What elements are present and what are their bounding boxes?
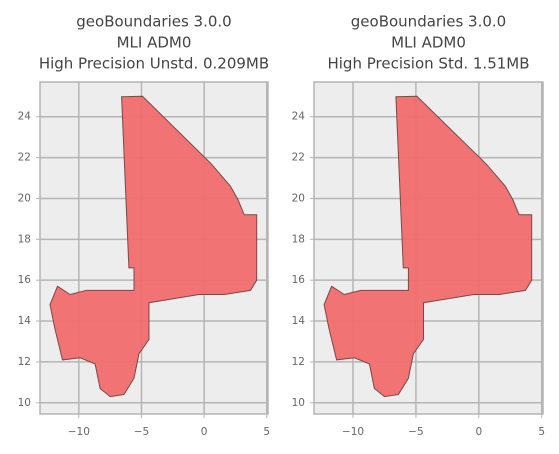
country-shape — [323, 95, 533, 398]
y-tick-label: 12 — [18, 356, 31, 368]
chart-title: High Precision Std. 1.51MB — [327, 55, 529, 73]
y-tick-label: 20 — [18, 192, 31, 204]
x-tick-label: 0 — [475, 426, 482, 438]
y-tick-label: 22 — [292, 152, 305, 164]
x-tick-label: −10 — [342, 426, 364, 438]
chart-title: geoBoundaries 3.0.0 — [351, 13, 506, 31]
x-tick-label: 0 — [201, 426, 208, 438]
x-tick-label: 5 — [538, 426, 545, 438]
y-tick-label: 10 — [18, 397, 31, 409]
y-tick-label: 18 — [292, 233, 305, 245]
chart-title: geoBoundaries 3.0.0 — [76, 13, 231, 31]
y-tick-label: 14 — [18, 315, 32, 327]
chart-title: MLI ADM0 — [117, 34, 192, 52]
y-tick-label: 16 — [292, 274, 306, 286]
y-tick-label: 10 — [292, 397, 305, 409]
chart-title: High Precision Unstd. 0.209MB — [39, 55, 269, 73]
x-tick-label: −5 — [134, 426, 149, 438]
y-tick-label: 12 — [292, 356, 305, 368]
y-tick-label: 20 — [292, 192, 305, 204]
x-tick-label: −5 — [408, 426, 423, 438]
chart-title: MLI ADM0 — [391, 34, 466, 52]
y-tick-label: 18 — [18, 233, 31, 245]
y-tick-label: 16 — [18, 274, 32, 286]
y-tick-label: 14 — [292, 315, 306, 327]
x-tick-label: 5 — [263, 426, 270, 438]
y-tick-label: 24 — [18, 111, 32, 123]
y-tick-label: 24 — [292, 111, 306, 123]
y-tick-label: 22 — [18, 152, 31, 164]
country-shape — [49, 95, 258, 398]
x-tick-label: −10 — [68, 426, 90, 438]
